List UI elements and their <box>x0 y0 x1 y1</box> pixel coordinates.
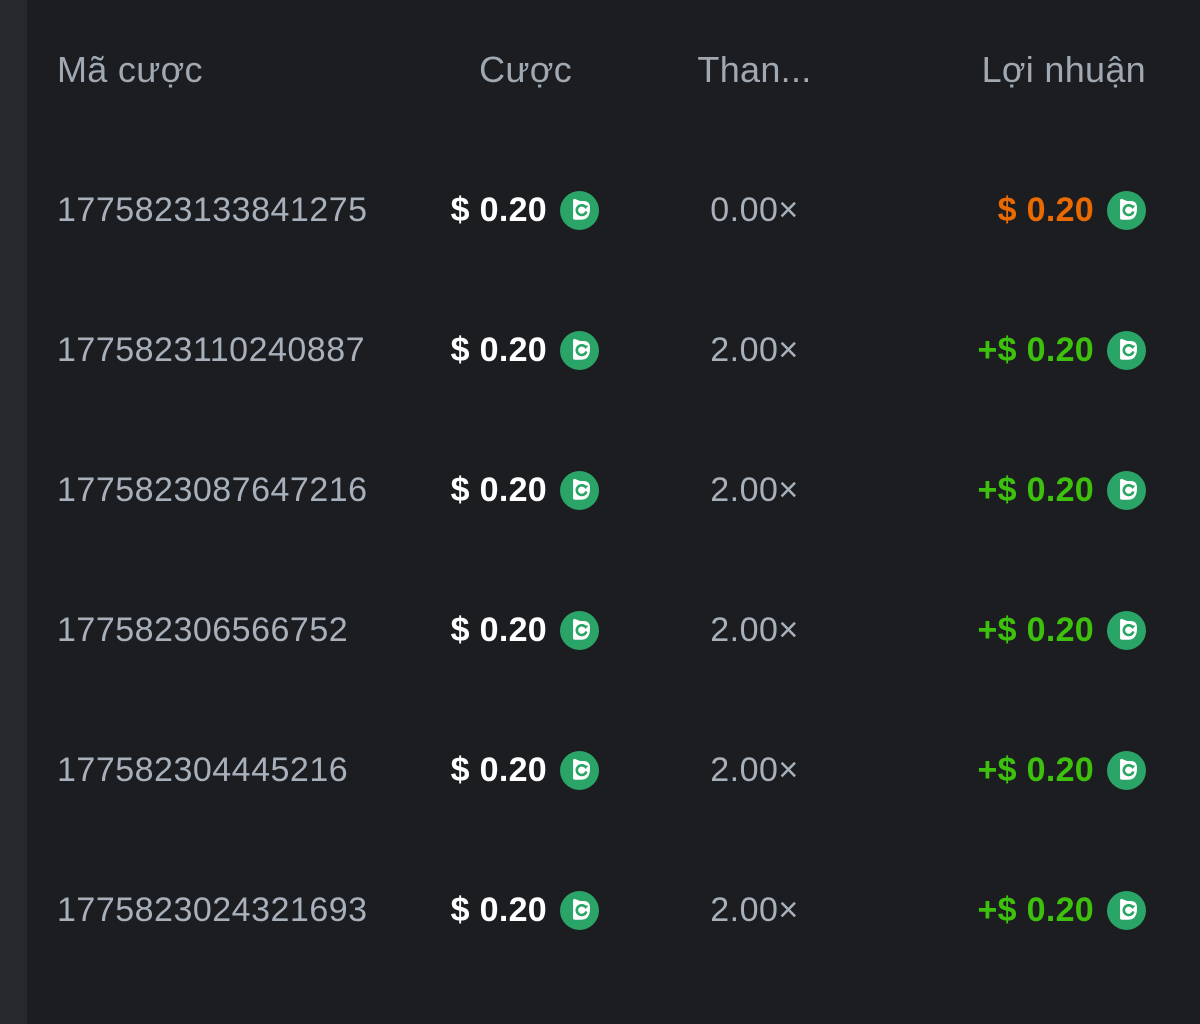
payout-multiplier: 0.00× <box>710 190 799 229</box>
column-header-profit: Lợi nhuận <box>981 49 1146 90</box>
bet-id: 1775823110240887 <box>57 330 366 369</box>
payout-multiplier: 2.00× <box>710 890 799 929</box>
bet-amount-cell: $ 0.20 <box>367 750 617 790</box>
profit-amount: +$ 0.20 <box>977 890 1094 929</box>
table-row[interactable]: 177582306566752 $ 0.20 2.00× +$ 0.20 <box>27 560 1200 700</box>
bet-amount: $ 0.20 <box>450 610 547 649</box>
profit-cell: $ 0.20 <box>867 190 1200 230</box>
payout-multiplier: 2.00× <box>710 330 799 369</box>
coin-icon <box>560 890 599 930</box>
bet-id: 177582304445216 <box>57 750 349 789</box>
bet-amount: $ 0.20 <box>450 890 547 929</box>
payout-cell: 2.00× <box>617 891 867 930</box>
coin-icon <box>560 750 599 790</box>
bet-id-cell: 1775823110240887 <box>27 331 367 370</box>
bet-history-panel: Mã cược Cược Than... Lợi nhuận 177582313… <box>27 0 1200 1024</box>
bet-amount-cell: $ 0.20 <box>367 890 617 930</box>
profit-amount: +$ 0.20 <box>977 610 1094 649</box>
bet-id: 1775823133841275 <box>57 190 367 229</box>
profit-amount: +$ 0.20 <box>977 330 1094 369</box>
payout-cell: 2.00× <box>617 331 867 370</box>
bet-amount-cell: $ 0.20 <box>367 610 617 650</box>
table-row[interactable]: 1775823110240887 $ 0.20 2.00× +$ 0.20 <box>27 280 1200 420</box>
profit-amount: +$ 0.20 <box>977 470 1094 509</box>
coin-icon <box>1107 190 1146 230</box>
payout-multiplier: 2.00× <box>710 470 799 509</box>
bet-id: 177582306566752 <box>57 610 349 649</box>
bet-id-cell: 1775823133841275 <box>27 191 367 230</box>
table-header: Mã cược Cược Than... Lợi nhuận <box>27 0 1200 140</box>
bet-amount-cell: $ 0.20 <box>367 470 617 510</box>
bet-amount: $ 0.20 <box>450 190 547 229</box>
profit-cell: +$ 0.20 <box>867 330 1200 370</box>
payout-cell: 2.00× <box>617 611 867 650</box>
profit-amount: +$ 0.20 <box>977 750 1094 789</box>
bet-id: 1775823024321693 <box>57 890 367 929</box>
bet-amount: $ 0.20 <box>450 750 547 789</box>
column-header-bet-id: Mã cược <box>57 49 203 90</box>
column-header-payout: Than... <box>697 49 812 90</box>
coin-icon <box>1107 750 1146 790</box>
payout-multiplier: 2.00× <box>710 750 799 789</box>
bet-amount: $ 0.20 <box>450 330 547 369</box>
bet-amount-cell: $ 0.20 <box>367 330 617 370</box>
coin-icon <box>560 330 599 370</box>
bet-id-cell: 1775823024321693 <box>27 891 367 930</box>
coin-icon <box>560 610 599 650</box>
profit-cell: +$ 0.20 <box>867 750 1200 790</box>
bet-amount-cell: $ 0.20 <box>367 190 617 230</box>
profit-cell: +$ 0.20 <box>867 610 1200 650</box>
payout-cell: 2.00× <box>617 751 867 790</box>
coin-icon <box>1107 330 1146 370</box>
profit-cell: +$ 0.20 <box>867 470 1200 510</box>
profit-cell: +$ 0.20 <box>867 890 1200 930</box>
coin-icon <box>1107 610 1146 650</box>
table-row[interactable]: 1775823024321693 $ 0.20 2.00× +$ 0.20 <box>27 840 1200 980</box>
payout-cell: 0.00× <box>617 191 867 230</box>
payout-cell: 2.00× <box>617 471 867 510</box>
table-row[interactable]: 1775823087647216 $ 0.20 2.00× +$ 0.20 <box>27 420 1200 560</box>
bet-id: 1775823087647216 <box>57 470 367 509</box>
payout-multiplier: 2.00× <box>710 610 799 649</box>
bet-id-cell: 1775823087647216 <box>27 471 367 510</box>
coin-icon <box>1107 470 1146 510</box>
bet-amount: $ 0.20 <box>450 470 547 509</box>
table-row[interactable]: 1775823133841275 $ 0.20 0.00× $ 0.20 <box>27 140 1200 280</box>
coin-icon <box>560 470 599 510</box>
bet-id-cell: 177582304445216 <box>27 751 367 790</box>
coin-icon <box>560 190 599 230</box>
coin-icon <box>1107 890 1146 930</box>
column-header-bet: Cược <box>479 49 572 90</box>
table-body: 1775823133841275 $ 0.20 0.00× $ 0.20 <box>27 140 1200 980</box>
profit-amount: $ 0.20 <box>997 190 1094 229</box>
bet-id-cell: 177582306566752 <box>27 611 367 650</box>
table-row[interactable]: 177582304445216 $ 0.20 2.00× +$ 0.20 <box>27 700 1200 840</box>
